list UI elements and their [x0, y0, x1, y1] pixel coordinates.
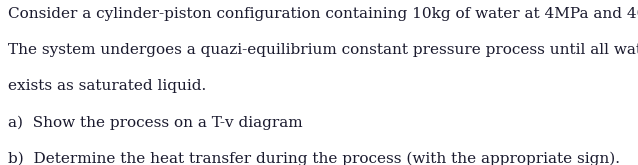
Text: Consider a cylinder-piston configuration containing 10kg of water at 4MPa and 40: Consider a cylinder-piston configuration… — [8, 7, 638, 21]
Text: exists as saturated liquid.: exists as saturated liquid. — [8, 79, 206, 93]
Text: b)  Determine the heat transfer during the process (with the appropriate sign).: b) Determine the heat transfer during th… — [8, 152, 619, 165]
Text: a)  Show the process on a T-v diagram: a) Show the process on a T-v diagram — [8, 115, 302, 130]
Text: The system undergoes a quazi-equilibrium constant pressure process until all wat: The system undergoes a quazi-equilibrium… — [8, 43, 638, 57]
